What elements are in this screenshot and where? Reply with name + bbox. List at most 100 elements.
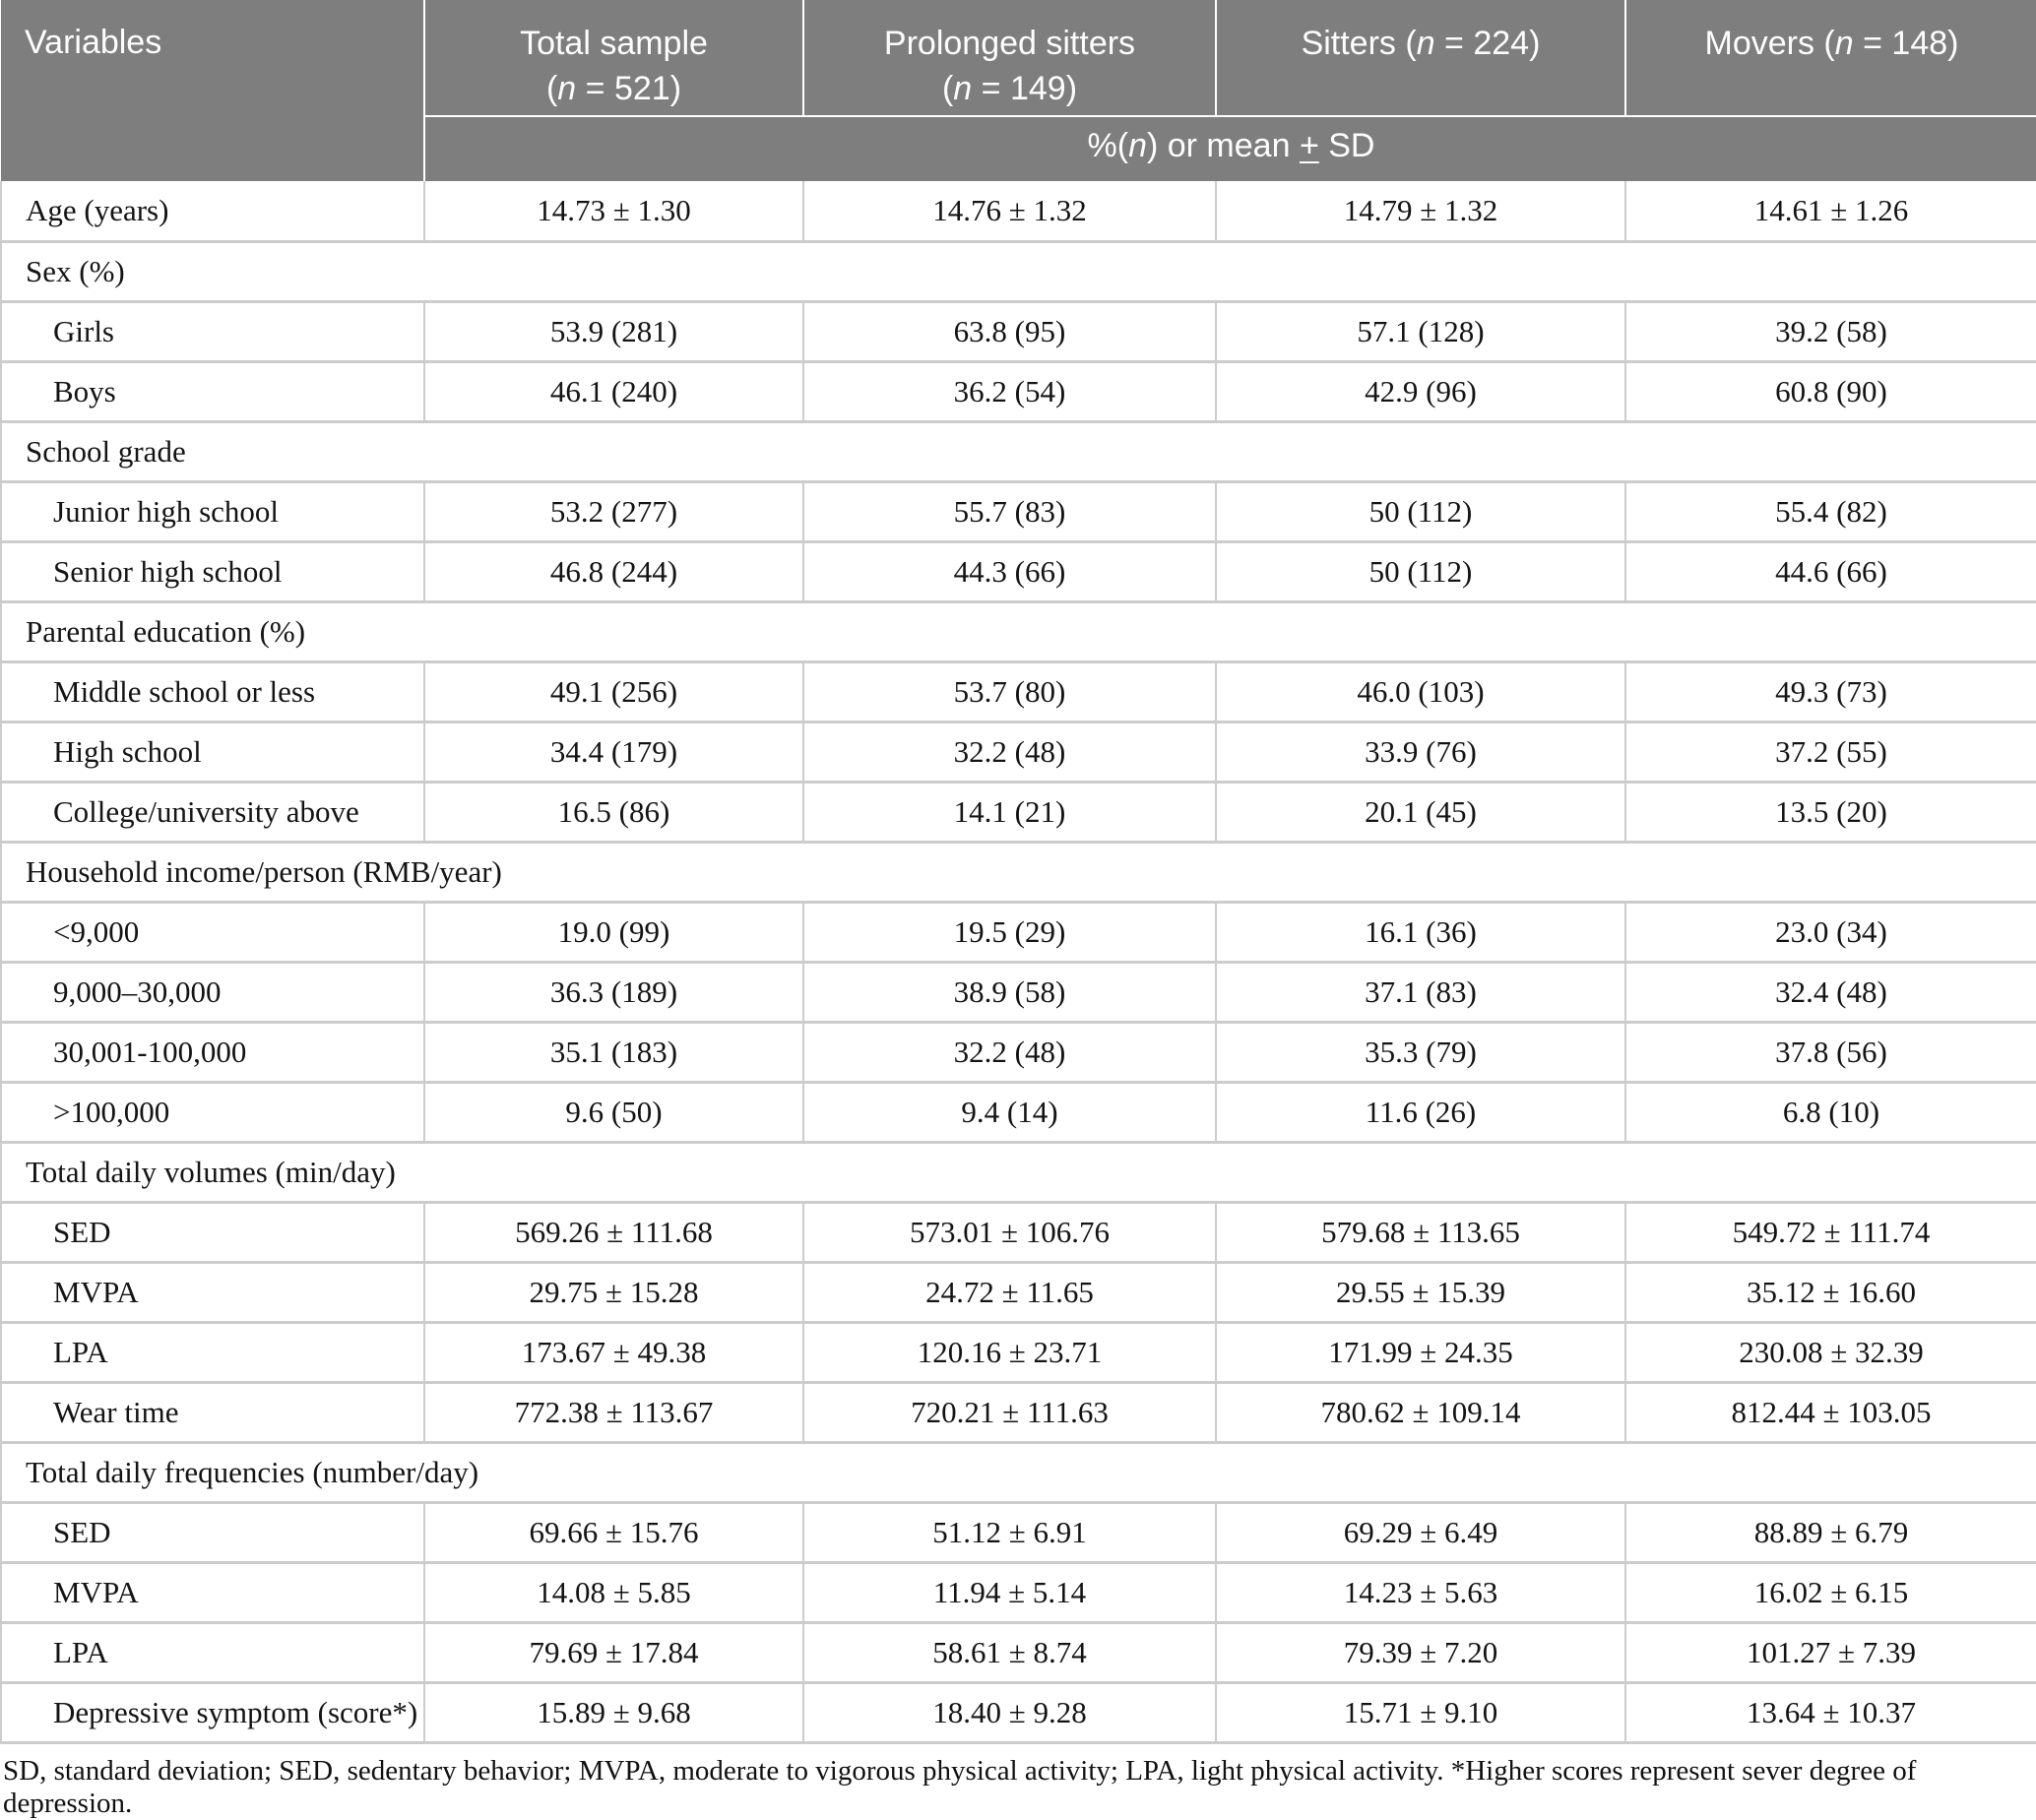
value-cell: 60.8 (90) (1624, 361, 2036, 421)
value-cell: 46.0 (103) (1215, 661, 1625, 722)
value-cell: 19.0 (99) (423, 902, 803, 962)
table-row: Girls 53.9 (281) 63.8 (95) 57.1 (128) 39.2 (… (0, 301, 2036, 361)
value-cell: 16.1 (36) (1215, 902, 1625, 962)
section-row: School grade (0, 421, 2036, 481)
table-row: Junior high school 53.2 (277) 55.7 (83) 50 … (0, 481, 2036, 541)
table-row: MVPA 14.08 ± 5.85 11.94 ± 5.14 14.23 ± 5.63… (0, 1562, 2036, 1622)
value-cell: 780.62 ± 109.14 (1215, 1382, 1625, 1442)
value-cell: 79.39 ± 7.20 (1215, 1622, 1625, 1682)
sample-characteristics-table: Variables Total sample (n = 521) Prolonge… (0, 0, 2036, 1744)
value-cell: 53.2 (277) (423, 481, 803, 541)
table-row: >100,000 9.6 (50) 9.4 (14) 11.6 (26) 6.8 (10… (0, 1082, 2036, 1142)
value-cell: 44.6 (66) (1624, 541, 2036, 601)
value-cell: 11.94 ± 5.14 (802, 1562, 1216, 1622)
value-cell: 35.3 (79) (1215, 1022, 1625, 1082)
row-label: LPA (0, 1322, 424, 1382)
value-cell: 88.89 ± 6.79 (1624, 1502, 2036, 1562)
value-cell: 14.61 ± 1.26 (1624, 181, 2036, 241)
value-cell: 49.1 (256) (423, 661, 803, 722)
section-row: Parental education (%) (0, 601, 2036, 661)
value-cell: 46.1 (240) (423, 361, 803, 421)
value-cell: 35.12 ± 16.60 (1624, 1262, 2036, 1322)
row-label: High school (0, 722, 424, 782)
column-header-sitters: Sitters (n = 224) (1215, 0, 1625, 116)
value-cell: 20.1 (45) (1215, 782, 1625, 842)
section-label: Parental education (%) (0, 601, 2036, 661)
value-cell: 79.69 ± 17.84 (423, 1622, 803, 1682)
row-label: Middle school or less (0, 661, 424, 722)
header-row-units: %(n) or mean + SD (1, 115, 2036, 181)
table-row: Depressive symptom (score*) 15.89 ± 9.68 1… (0, 1682, 2036, 1742)
value-cell: 14.23 ± 5.63 (1215, 1562, 1625, 1622)
value-cell: 37.1 (83) (1215, 962, 1625, 1022)
value-cell: 29.75 ± 15.28 (423, 1262, 803, 1322)
value-cell: 63.8 (95) (802, 301, 1216, 361)
value-cell: 38.9 (58) (802, 962, 1216, 1022)
table-row: Middle school or less 49.1 (256) 53.7 (80)… (0, 661, 2036, 722)
value-cell: 173.67 ± 49.38 (423, 1322, 803, 1382)
value-cell: 230.08 ± 32.39 (1624, 1322, 2036, 1382)
value-cell: 16.5 (86) (423, 782, 803, 842)
value-cell: 171.99 ± 24.35 (1215, 1322, 1625, 1382)
value-cell: 14.76 ± 1.32 (802, 181, 1216, 241)
value-cell: 36.2 (54) (802, 361, 1216, 421)
table-row: High school 34.4 (179) 32.2 (48) 33.9 (76) 3… (0, 722, 2036, 782)
row-label: <9,000 (0, 902, 424, 962)
value-cell: 55.7 (83) (802, 481, 1216, 541)
row-label: Senior high school (0, 541, 424, 601)
value-cell: 549.72 ± 111.74 (1624, 1202, 2036, 1262)
column-subheader-units: %(n) or mean + SD (423, 115, 2036, 181)
table-row: MVPA 29.75 ± 15.28 24.72 ± 11.65 29.55 ± 15… (0, 1262, 2036, 1322)
value-cell: 120.16 ± 23.71 (802, 1322, 1216, 1382)
row-label: Age (years) (0, 181, 424, 241)
value-cell: 33.9 (76) (1215, 722, 1625, 782)
table-row: Age (years) 14.73 ± 1.30 14.76 ± 1.32 14.79… (0, 181, 2036, 241)
section-row: Household income/person (RMB/year) (0, 842, 2036, 902)
table-body: Age (years) 14.73 ± 1.30 14.76 ± 1.32 14.79… (0, 181, 2036, 1742)
value-cell: 23.0 (34) (1624, 902, 2036, 962)
header-row-groups: Variables Total sample (n = 521) Prolonge… (1, 0, 2036, 181)
row-label: College/university above (0, 782, 424, 842)
value-cell: 573.01 ± 106.76 (802, 1202, 1216, 1262)
row-label: >100,000 (0, 1082, 424, 1142)
value-cell: 15.89 ± 9.68 (423, 1682, 803, 1742)
section-label: Household income/person (RMB/year) (0, 842, 2036, 902)
row-label: MVPA (0, 1562, 424, 1622)
table-footnote: SD, standard deviation; SED, sedentary b… (3, 1754, 1917, 1819)
value-cell: 32.2 (48) (802, 722, 1216, 782)
value-cell: 11.6 (26) (1215, 1082, 1625, 1142)
value-cell: 69.29 ± 6.49 (1215, 1502, 1625, 1562)
section-label: Total daily volumes (min/day) (0, 1142, 2036, 1202)
table-header: Variables Total sample (n = 521) Prolonge… (1, 0, 2036, 181)
table-row: SED 69.66 ± 15.76 51.12 ± 6.91 69.29 ± 6.49… (0, 1502, 2036, 1562)
value-cell: 18.40 ± 9.28 (802, 1682, 1216, 1742)
table-row: <9,000 19.0 (99) 19.5 (29) 16.1 (36) 23.0 (3… (0, 902, 2036, 962)
value-cell: 49.3 (73) (1624, 661, 2036, 722)
value-cell: 69.66 ± 15.76 (423, 1502, 803, 1562)
value-cell: 29.55 ± 15.39 (1215, 1262, 1625, 1322)
value-cell: 39.2 (58) (1624, 301, 2036, 361)
section-label: Sex (%) (0, 241, 2036, 301)
value-cell: 13.5 (20) (1624, 782, 2036, 842)
table-row: LPA 173.67 ± 49.38 120.16 ± 23.71 171.99 ± … (0, 1322, 2036, 1382)
column-header-variables: Variables (1, 0, 424, 181)
value-cell: 46.8 (244) (423, 541, 803, 601)
row-label: 30,001-100,000 (0, 1022, 424, 1082)
section-label: Total daily frequencies (number/day) (0, 1442, 2036, 1502)
table-row: Wear time 772.38 ± 113.67 720.21 ± 111.63 7… (0, 1382, 2036, 1442)
value-cell: 14.73 ± 1.30 (423, 181, 803, 241)
section-label: School grade (0, 421, 2036, 481)
value-cell: 36.3 (189) (423, 962, 803, 1022)
value-cell: 579.68 ± 113.65 (1215, 1202, 1625, 1262)
row-label: Wear time (0, 1382, 424, 1442)
value-cell: 32.2 (48) (802, 1022, 1216, 1082)
table-row: Senior high school 46.8 (244) 44.3 (66) 50 … (0, 541, 2036, 601)
value-cell: 6.8 (10) (1624, 1082, 2036, 1142)
value-cell: 24.72 ± 11.65 (802, 1262, 1216, 1322)
value-cell: 19.5 (29) (802, 902, 1216, 962)
section-row: Total daily volumes (min/day) (0, 1142, 2036, 1202)
value-cell: 16.02 ± 6.15 (1624, 1562, 2036, 1622)
row-label: Junior high school (0, 481, 424, 541)
table-row: Boys 46.1 (240) 36.2 (54) 42.9 (96) 60.8 (90… (0, 361, 2036, 421)
